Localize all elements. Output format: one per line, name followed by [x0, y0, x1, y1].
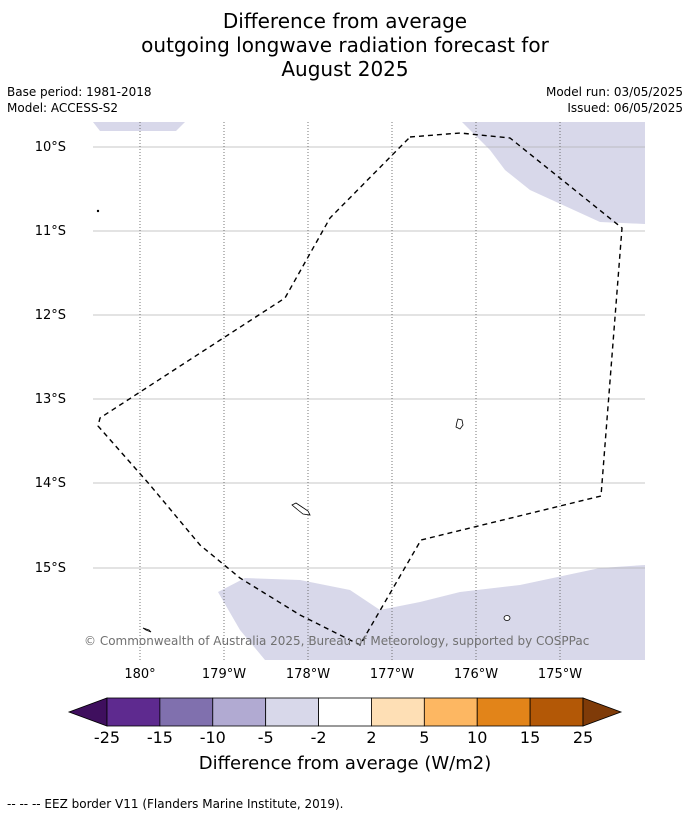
- eez-border: [97, 132, 623, 646]
- lon-label: 177°W: [370, 667, 414, 682]
- colorbar: -25 -15 -10 -5 -2 2 5 10 15 25: [67, 697, 623, 747]
- colorbar-extend-high: [582, 697, 623, 727]
- footnote: -- -- -- EEZ border V11 (Flanders Marine…: [7, 797, 344, 811]
- colorbar-tick-label: -2: [311, 728, 327, 747]
- lon-label: 178°W: [286, 667, 330, 682]
- island-central: [291, 502, 311, 516]
- colorbar-tick-label: -15: [147, 728, 173, 747]
- lat-label: 12°S: [35, 308, 66, 323]
- title-line-2: outgoing longwave radiation forecast for: [141, 33, 549, 57]
- anomaly-region-south: [218, 565, 645, 660]
- colorbar-segment: [212, 697, 267, 727]
- longitude-labels: 180° 179°W 178°W 177°W 176°W 175°W: [124, 667, 582, 682]
- title-line-1: Difference from average: [222, 9, 468, 33]
- lon-label: 179°W: [202, 667, 246, 682]
- model-run: Model run: 03/05/2025: [545, 85, 683, 99]
- colorbar-tick-label: -10: [200, 728, 226, 747]
- lon-label: 175°W: [538, 667, 582, 682]
- lat-label: 15°S: [35, 561, 66, 576]
- colorbar-extend-low: [67, 697, 108, 727]
- colorbar-tick-label: 10: [467, 728, 487, 747]
- colorbar-segment: [318, 697, 372, 727]
- title-line-3: August 2025: [281, 57, 409, 81]
- islands: [96, 209, 511, 633]
- map-title: Difference from average outgoing longwav…: [0, 9, 690, 81]
- colorbar-segment: [529, 697, 584, 727]
- lat-label: 13°S: [35, 392, 66, 407]
- colorbar-tick-label: 15: [520, 728, 540, 747]
- colorbar-segment: [265, 697, 319, 727]
- anomaly-shading: [93, 122, 645, 660]
- island-east: [455, 418, 464, 430]
- model-name: Model: ACCESS-S2: [7, 101, 119, 115]
- island-southeast: [503, 615, 511, 621]
- lat-label: 14°S: [35, 476, 66, 491]
- lon-label: 180°: [124, 667, 155, 682]
- island-northwest: [96, 209, 100, 213]
- longitude-gridlines: [139, 122, 561, 660]
- latitude-labels: 10°S 11°S 12°S 13°S 14°S 15°S: [35, 140, 66, 576]
- colorbar-tick-label: 25: [573, 728, 593, 747]
- meta-left: Base period: 1981-2018 Model: ACCESS-S2: [7, 84, 152, 116]
- issued-date: Issued: 06/05/2025: [567, 101, 683, 115]
- colorbar-title: Difference from average (W/m2): [198, 753, 492, 774]
- colorbar-tick-label: 5: [419, 728, 429, 747]
- base-period: Base period: 1981-2018: [7, 85, 152, 99]
- colorbar-segment: [371, 697, 425, 727]
- lat-label: 10°S: [35, 140, 66, 155]
- lon-label: 176°W: [454, 667, 498, 682]
- meta-right: Model run: 03/05/2025 Issued: 06/05/2025: [546, 84, 683, 116]
- copyright-text: © Commonwealth of Australia 2025, Bureau…: [84, 634, 589, 648]
- island-southwest: [142, 627, 152, 633]
- latitude-gridlines: [93, 146, 645, 569]
- anomaly-region-northwest: [93, 122, 185, 131]
- colorbar-segment: [476, 697, 531, 727]
- lat-label: 11°S: [35, 224, 66, 239]
- colorbar-segment: [106, 697, 161, 727]
- colorbar-tick-label: -25: [94, 728, 120, 747]
- colorbar-segment: [423, 697, 478, 727]
- colorbar-tick-label: 2: [366, 728, 376, 747]
- colorbar-tick-label: -5: [258, 728, 274, 747]
- colorbar-segment: [159, 697, 214, 727]
